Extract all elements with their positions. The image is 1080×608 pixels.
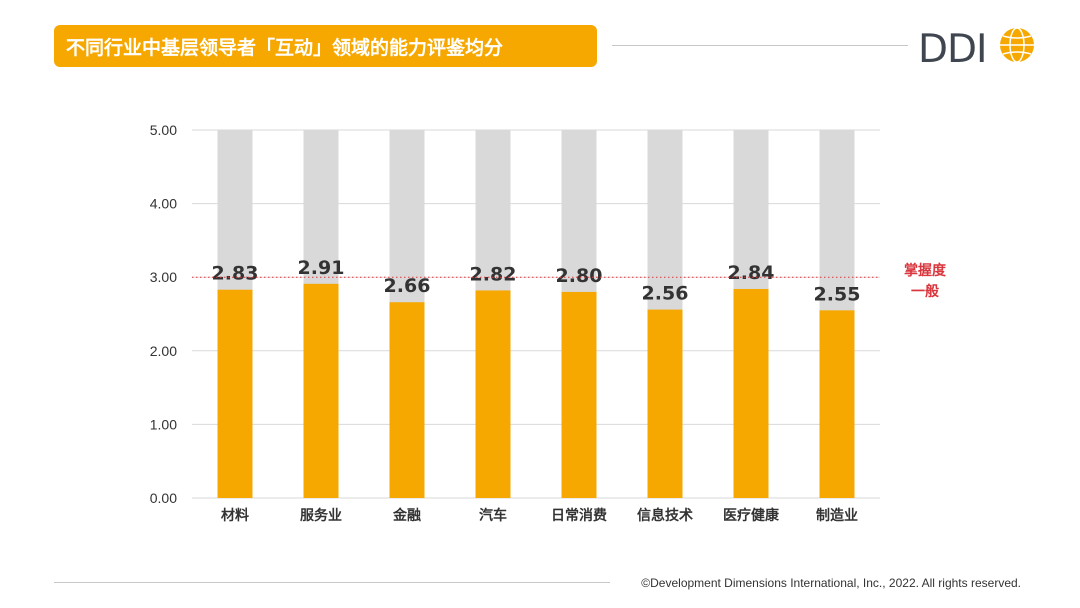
logo-text: DDI	[918, 27, 987, 68]
y-tick-label: 2.00	[150, 343, 177, 359]
y-tick-label: 0.00	[150, 490, 177, 506]
x-tick-label: 日常消费	[551, 507, 607, 524]
bar	[217, 289, 253, 498]
bar	[819, 310, 855, 498]
data-label: 2.80	[556, 265, 603, 287]
x-tick-label: 医疗健康	[723, 507, 780, 524]
data-label: 2.66	[384, 275, 431, 297]
bar	[303, 283, 339, 498]
title-banner: 不同行业中基层领导者「互动」领域的能力评鉴均分	[54, 25, 597, 67]
copyright-text: ©Development Dimensions International, I…	[641, 576, 1021, 590]
y-tick-label: 5.00	[150, 122, 177, 138]
y-tick-label: 1.00	[150, 416, 177, 432]
data-label: 2.56	[642, 283, 689, 305]
data-label: 2.83	[212, 263, 259, 285]
x-tick-label: 信息技术	[637, 507, 693, 524]
y-tick-label: 3.00	[150, 269, 177, 285]
value-bars	[217, 283, 855, 498]
x-tick-label: 制造业	[816, 507, 858, 524]
bar	[733, 288, 769, 498]
x-tick-label: 汽车	[479, 507, 507, 524]
y-tick-label: 4.00	[150, 196, 177, 212]
bar	[389, 302, 425, 498]
x-tick-label: 金融	[392, 507, 421, 524]
bar	[647, 309, 683, 498]
bar	[561, 291, 597, 498]
x-tick-label: 服务业	[300, 507, 342, 524]
data-label: 2.82	[470, 263, 517, 285]
ddi-logo: DDI	[918, 27, 1034, 68]
bar	[475, 290, 511, 498]
globe-icon	[1000, 27, 1034, 63]
title-divider	[612, 45, 908, 46]
footer-divider	[54, 582, 610, 583]
data-label: 2.84	[728, 262, 775, 284]
chart-title: 不同行业中基层领导者「互动」领域的能力评鉴均分	[66, 36, 504, 59]
reference-line-label: 掌握度	[904, 262, 947, 279]
reference-line-label: 一般	[911, 283, 939, 300]
labels: 0.00 1.00 2.00 3.00 4.00 5.00 2.83 材料 2.91 服务业 2.6…	[150, 122, 947, 524]
grid-layer	[192, 129, 880, 499]
x-tick-label: 材料	[221, 507, 249, 524]
data-label: 2.91	[298, 257, 345, 279]
data-label: 2.55	[814, 283, 861, 305]
